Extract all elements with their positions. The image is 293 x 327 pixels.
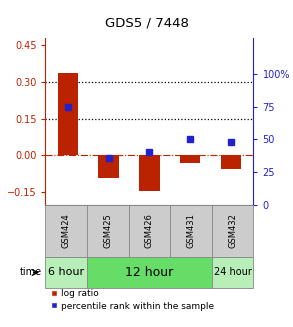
Bar [212,257,253,288]
Bar [180,155,200,163]
Bar [98,155,119,178]
Text: GDS5 / 7448: GDS5 / 7448 [105,16,188,29]
Bar [170,204,212,257]
Text: GSM426: GSM426 [145,213,154,248]
Bar [139,155,160,191]
Text: GSM431: GSM431 [187,213,195,248]
Bar [58,73,78,155]
Text: 24 hour: 24 hour [214,267,252,278]
Text: GSM424: GSM424 [62,213,71,248]
Bar [87,204,129,257]
Bar [45,204,87,257]
Legend: log ratio, percentile rank within the sample: log ratio, percentile rank within the sa… [50,289,214,311]
Text: 12 hour: 12 hour [125,266,173,279]
Text: GSM432: GSM432 [228,213,237,248]
Bar [221,155,241,169]
Text: GSM425: GSM425 [103,213,112,248]
Bar [45,257,87,288]
Bar [87,257,212,288]
Bar [212,204,253,257]
Text: 6 hour: 6 hour [48,267,84,278]
Text: time: time [20,267,42,278]
Bar [129,204,170,257]
